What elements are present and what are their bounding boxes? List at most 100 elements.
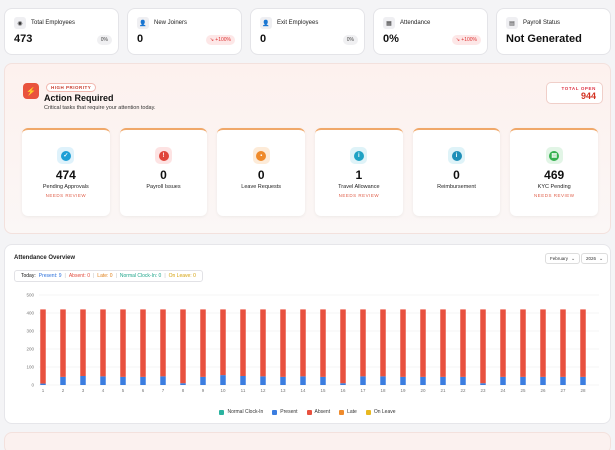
separator: | [64,273,66,279]
separator: | [115,273,117,279]
calendar-icon: ▦ [383,17,395,29]
tile-pending-approvals[interactable]: ✓ 474 Pending Approvals NEEDS REVIEW [22,128,110,216]
total-open-value: 944 [580,91,596,101]
legend-swatch [272,409,278,415]
x-tick-label: 25 [520,388,526,393]
stat-card-payroll-status[interactable]: ▤ Payroll Status Not Generated [496,8,611,55]
bar-present [100,376,106,385]
priority-badge: HIGH PRIORITY [46,83,97,92]
legend-item-absent[interactable]: Absent [306,409,330,415]
bar-present [560,376,566,385]
stat-label: Attendance [400,20,431,26]
bar-absent [260,309,266,377]
x-tick-label: 24 [500,388,506,393]
attendance-overview-panel: Attendance Overview February ⌄ 2026 ⌄ To… [4,244,611,424]
tile-value: 1 [355,168,363,182]
check-circle-icon: ✓ [60,150,71,161]
action-title: Action Required [44,93,114,103]
today-absent: Absent: 0 [68,273,90,279]
x-tick-label: 17 [360,388,366,393]
stat-label: Total Employees [31,20,76,26]
bar-absent [560,309,566,377]
bar-absent [460,309,466,377]
bar-present [580,376,586,385]
stat-value: Not Generated [506,33,582,45]
document-icon: ▤ [506,17,518,29]
stat-value: 0 [260,33,267,45]
bar-absent [180,309,186,384]
x-tick-label: 1 [42,388,45,393]
stat-header: 👤 New Joiners [137,17,232,29]
bar-absent [540,309,546,377]
chevron-down-icon: ⌄ [599,255,604,262]
legend-item-normal-clock-in[interactable]: Normal Clock-In [219,409,263,415]
x-tick-label: 8 [182,388,185,393]
stat-card-attendance[interactable]: ▦ Attendance 0% ↘ +100% [373,8,488,55]
alert-circle-icon: ! [158,150,169,161]
y-tick-label: 500 [26,293,34,298]
today-label: Today: [21,273,36,279]
bar-present [280,376,286,385]
stat-card-exit-employees[interactable]: 👤 Exit Employees 0 0% [250,8,365,55]
tile-icon-wrap: i [448,147,466,164]
bar-absent [360,309,366,377]
x-tick-label: 11 [241,388,246,393]
document-icon: ▤ [549,150,560,161]
bar-present [460,376,466,385]
bar-present [80,376,86,385]
stat-card-new-joiners[interactable]: 👤 New Joiners 0 ↘ +100% [127,8,242,55]
year-select-value: 2026 [586,256,597,261]
lightning-icon: ⚡ [23,83,39,99]
info-circle-icon: i [353,150,364,161]
stat-header: ▦ Attendance [383,17,478,29]
y-tick-label: 0 [31,383,34,388]
y-tick-label: 300 [26,329,34,334]
year-select[interactable]: 2026 ⌄ [581,253,609,264]
calendar-icon: ▪ [256,150,267,161]
bar-present [540,376,546,385]
legend-item-present[interactable]: Present [272,409,298,415]
y-tick-label: 100 [26,365,34,370]
stat-header: ▤ Payroll Status [506,17,601,29]
bar-present [300,376,306,385]
tile-label: Payroll Issues [146,184,181,190]
tile-leave-requests[interactable]: ▪ 0 Leave Requests [217,128,306,216]
tile-label: Reimbursement [437,184,476,190]
bar-present [320,376,326,385]
month-select[interactable]: February ⌄ [545,253,581,264]
tile-value: 0 [453,168,460,182]
bar-present [120,376,126,385]
bar-present [180,383,186,385]
x-tick-label: 19 [400,388,406,393]
legend-item-late[interactable]: Late [339,409,357,415]
legend-item-on-leave[interactable]: On Leave [365,409,396,415]
bar-absent [340,309,346,384]
bar-absent [520,309,526,377]
bar-absent [500,309,506,377]
bar-present [160,376,166,385]
legend-swatch [365,409,371,415]
legend-label: On Leave [373,409,396,415]
tile-travel-allowance[interactable]: i 1 Travel Allowance NEEDS REVIEW [315,128,403,216]
bar-absent [220,309,226,376]
legend-swatch [306,409,312,415]
bar-absent [320,309,326,377]
stat-card-total-employees[interactable]: ◉ Total Employees 473 0% [4,8,119,55]
bar-absent [420,309,426,377]
tile-kyc-pending[interactable]: ▤ 469 KYC Pending NEEDS REVIEW [510,128,599,216]
stat-label: Payroll Status [523,20,561,26]
stat-header: 👤 Exit Employees [260,17,355,29]
tile-reimbursement[interactable]: i 0 Reimbursement [412,128,501,216]
bar-absent [60,309,66,377]
legend-swatch [219,409,225,415]
stat-label: Exit Employees [277,20,319,26]
x-tick-label: 28 [580,388,586,393]
x-tick-label: 26 [540,388,546,393]
tile-value: 0 [257,168,265,182]
chart-legend: Normal Clock-In Present Absent Late On Leave [5,409,610,415]
x-tick-label: 22 [460,388,466,393]
bar-present [500,376,506,385]
x-tick-label: 16 [340,388,346,393]
tile-payroll-issues[interactable]: ! 0 Payroll Issues [119,128,208,216]
today-on-leave: On Leave: 0 [168,273,196,279]
